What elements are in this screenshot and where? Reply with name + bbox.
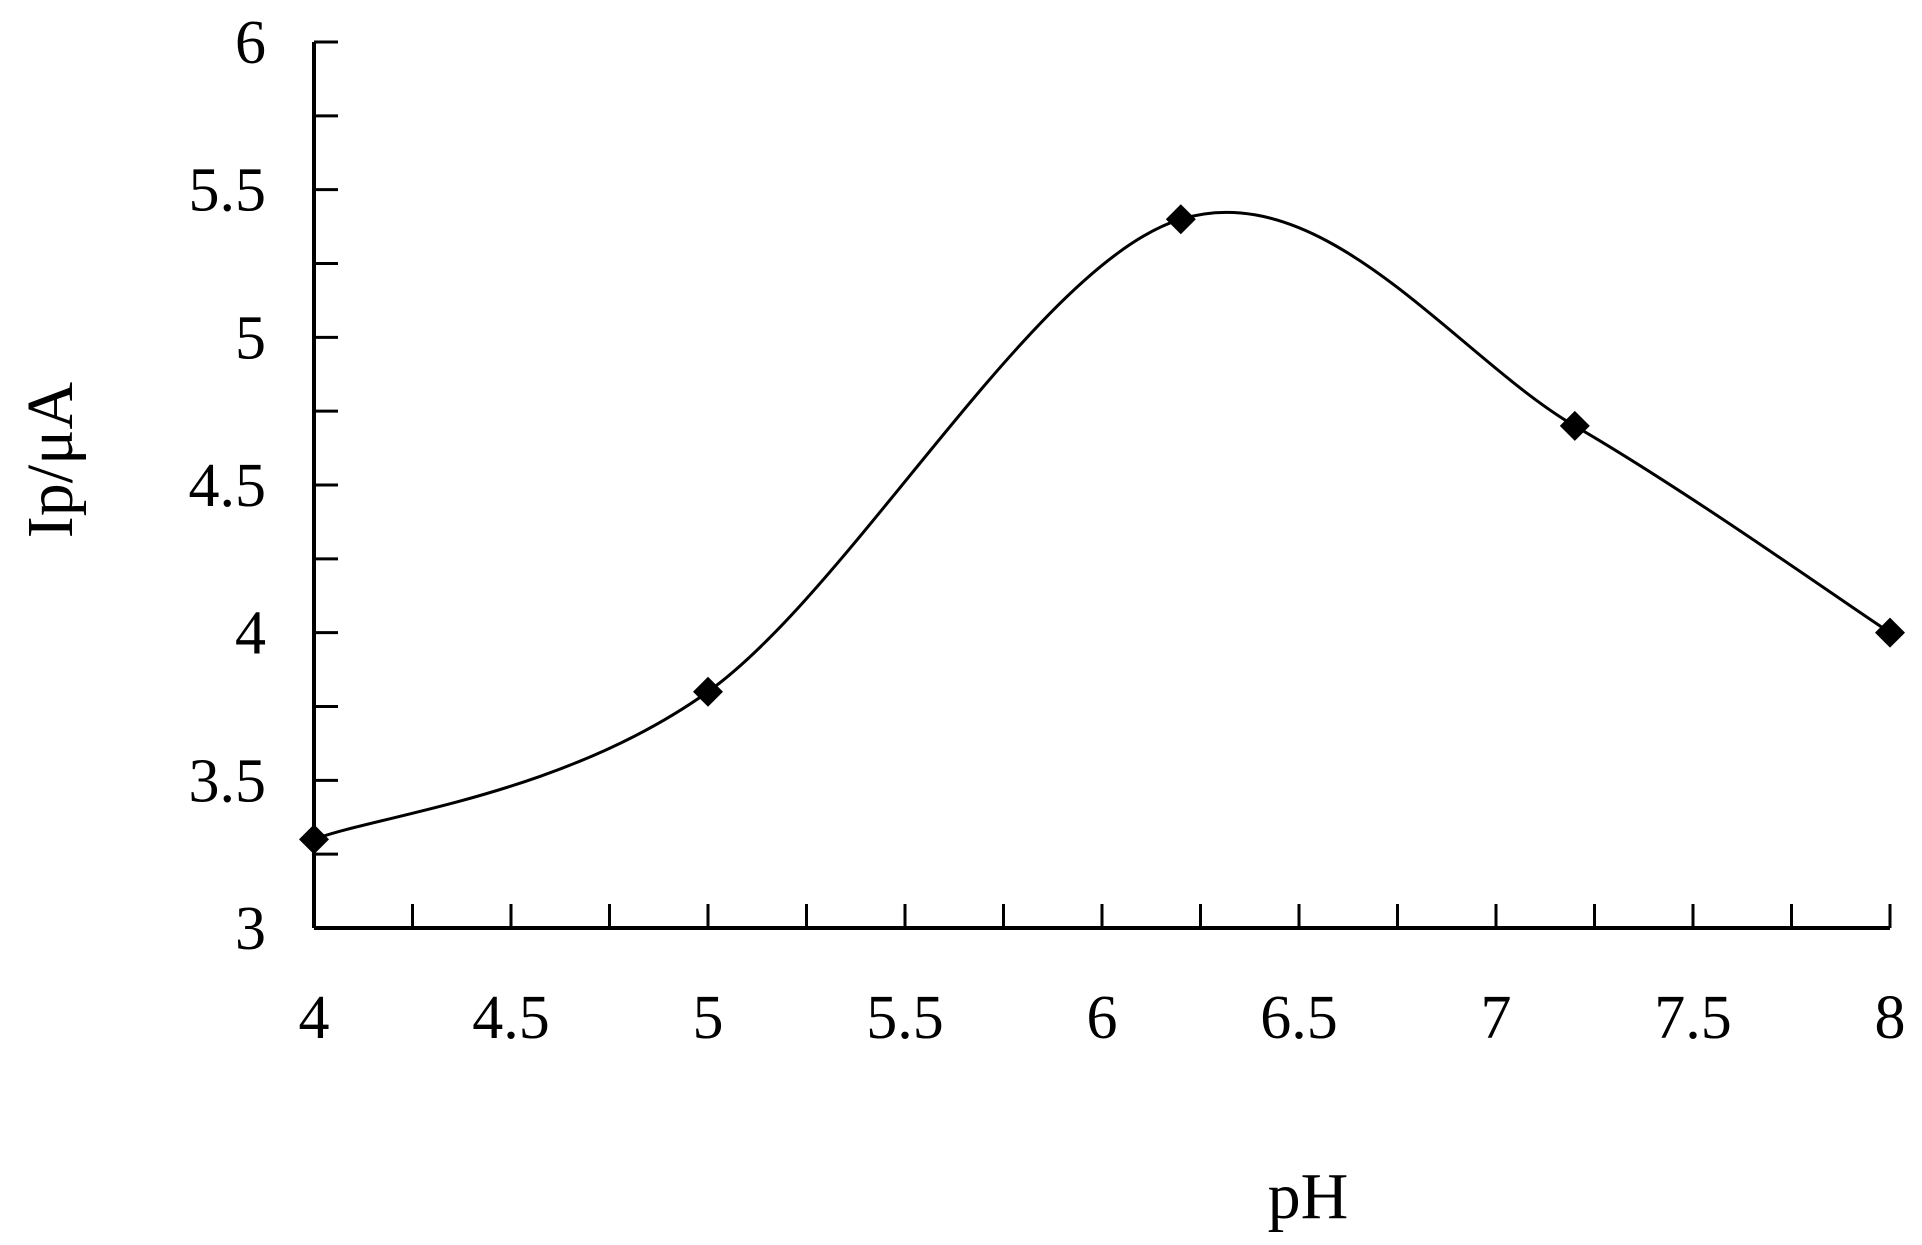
data-point-marker [299, 824, 329, 855]
x-tick-label: 6 [1087, 984, 1118, 1052]
x-tick-label: 8 [1875, 984, 1906, 1052]
data-point-marker [693, 676, 723, 707]
x-tick-label: 7 [1481, 984, 1512, 1052]
y-tick-label: 4.5 [189, 452, 267, 520]
y-axis-ticks: 3 3.5 4 4.5 5 5.5 6 [189, 9, 338, 963]
y-tick-label: 3 [235, 895, 266, 963]
x-axis-ticks: 4 4.5 5 5.5 6 6.5 7 7.5 8 [299, 904, 1906, 1052]
x-tick-label: 4 [299, 984, 330, 1052]
x-tick-label: 7.5 [1654, 984, 1732, 1052]
data-point-marker [1165, 204, 1196, 235]
y-tick-label: 5.5 [189, 157, 267, 225]
x-tick-label: 4.5 [472, 984, 550, 1052]
x-tick-label: 5 [693, 984, 724, 1052]
y-tick-label: 4 [235, 600, 266, 668]
data-point-marker [1875, 617, 1905, 648]
data-point-marker [1559, 410, 1590, 441]
y-tick-label: 5 [235, 304, 266, 372]
y-tick-label: 6 [235, 9, 266, 77]
x-tick-label: 6.5 [1260, 984, 1338, 1052]
y-tick-label: 3.5 [189, 747, 267, 815]
axes [312, 42, 1890, 930]
y-axis-title: Ip/μA [14, 381, 87, 538]
series-line [313, 211, 1891, 841]
x-axis-title: pH [1268, 1160, 1349, 1233]
series-layer [299, 204, 1905, 855]
x-tick-label: 5.5 [866, 984, 944, 1052]
